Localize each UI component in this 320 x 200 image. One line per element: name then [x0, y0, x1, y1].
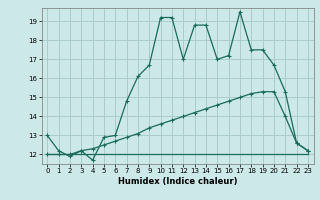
X-axis label: Humidex (Indice chaleur): Humidex (Indice chaleur) [118, 177, 237, 186]
